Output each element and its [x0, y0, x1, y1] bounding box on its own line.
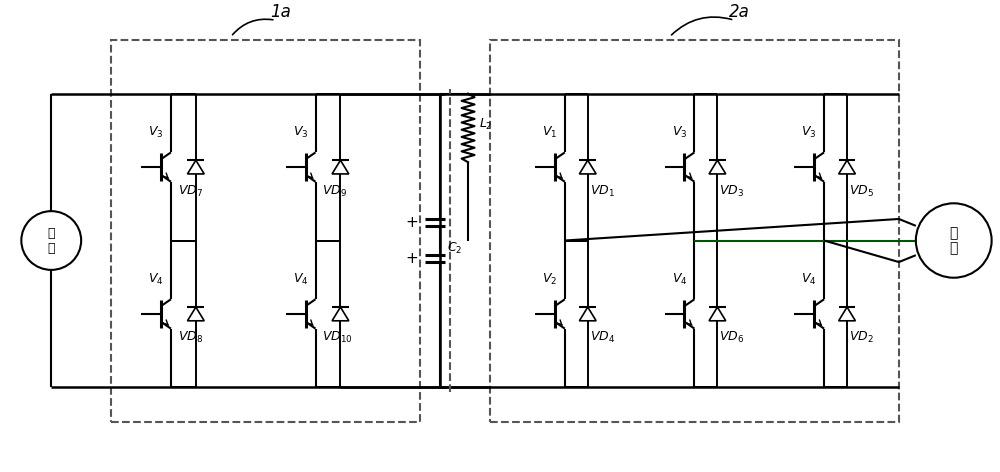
Text: $VD_9$: $VD_9$	[322, 184, 348, 199]
Text: 2a: 2a	[729, 3, 750, 21]
Text: $V_2$: $V_2$	[542, 271, 557, 287]
Text: $VD_7$: $VD_7$	[178, 184, 203, 199]
Text: 机: 机	[950, 241, 958, 255]
Text: $VD_4$: $VD_4$	[590, 330, 615, 346]
Polygon shape	[839, 307, 855, 321]
Polygon shape	[709, 160, 726, 174]
Circle shape	[21, 211, 81, 270]
Text: $V_3$: $V_3$	[801, 125, 817, 140]
Text: $VD_8$: $VD_8$	[178, 330, 203, 346]
Text: $V_4$: $V_4$	[148, 271, 164, 287]
Text: $L_2$: $L_2$	[479, 117, 493, 132]
Polygon shape	[187, 307, 204, 321]
Text: $V_3$: $V_3$	[148, 125, 164, 140]
Polygon shape	[839, 160, 855, 174]
Text: $V_4$: $V_4$	[801, 271, 817, 287]
Text: $V_3$: $V_3$	[293, 125, 308, 140]
Text: $V_1$: $V_1$	[542, 125, 558, 140]
Polygon shape	[579, 307, 596, 321]
Polygon shape	[187, 160, 204, 174]
Polygon shape	[332, 307, 349, 321]
Text: 电: 电	[47, 227, 55, 240]
Text: $VD_6$: $VD_6$	[719, 330, 745, 346]
Text: 源: 源	[47, 242, 55, 255]
Text: $V_4$: $V_4$	[672, 271, 687, 287]
Text: +: +	[406, 215, 419, 230]
Text: $VD_2$: $VD_2$	[849, 330, 874, 346]
Polygon shape	[709, 307, 726, 321]
Circle shape	[916, 203, 992, 278]
Polygon shape	[332, 160, 349, 174]
Text: $V_3$: $V_3$	[672, 125, 687, 140]
Text: 1a: 1a	[270, 3, 291, 21]
Text: $VD_{10}$: $VD_{10}$	[322, 330, 353, 346]
Text: $VD_1$: $VD_1$	[590, 184, 615, 199]
Text: $V_4$: $V_4$	[293, 271, 308, 287]
Text: $C_2$: $C_2$	[447, 241, 462, 256]
Text: +: +	[406, 251, 419, 266]
Text: $VD_5$: $VD_5$	[849, 184, 874, 199]
Text: $VD_3$: $VD_3$	[719, 184, 744, 199]
Text: 电: 电	[950, 227, 958, 241]
Polygon shape	[579, 160, 596, 174]
